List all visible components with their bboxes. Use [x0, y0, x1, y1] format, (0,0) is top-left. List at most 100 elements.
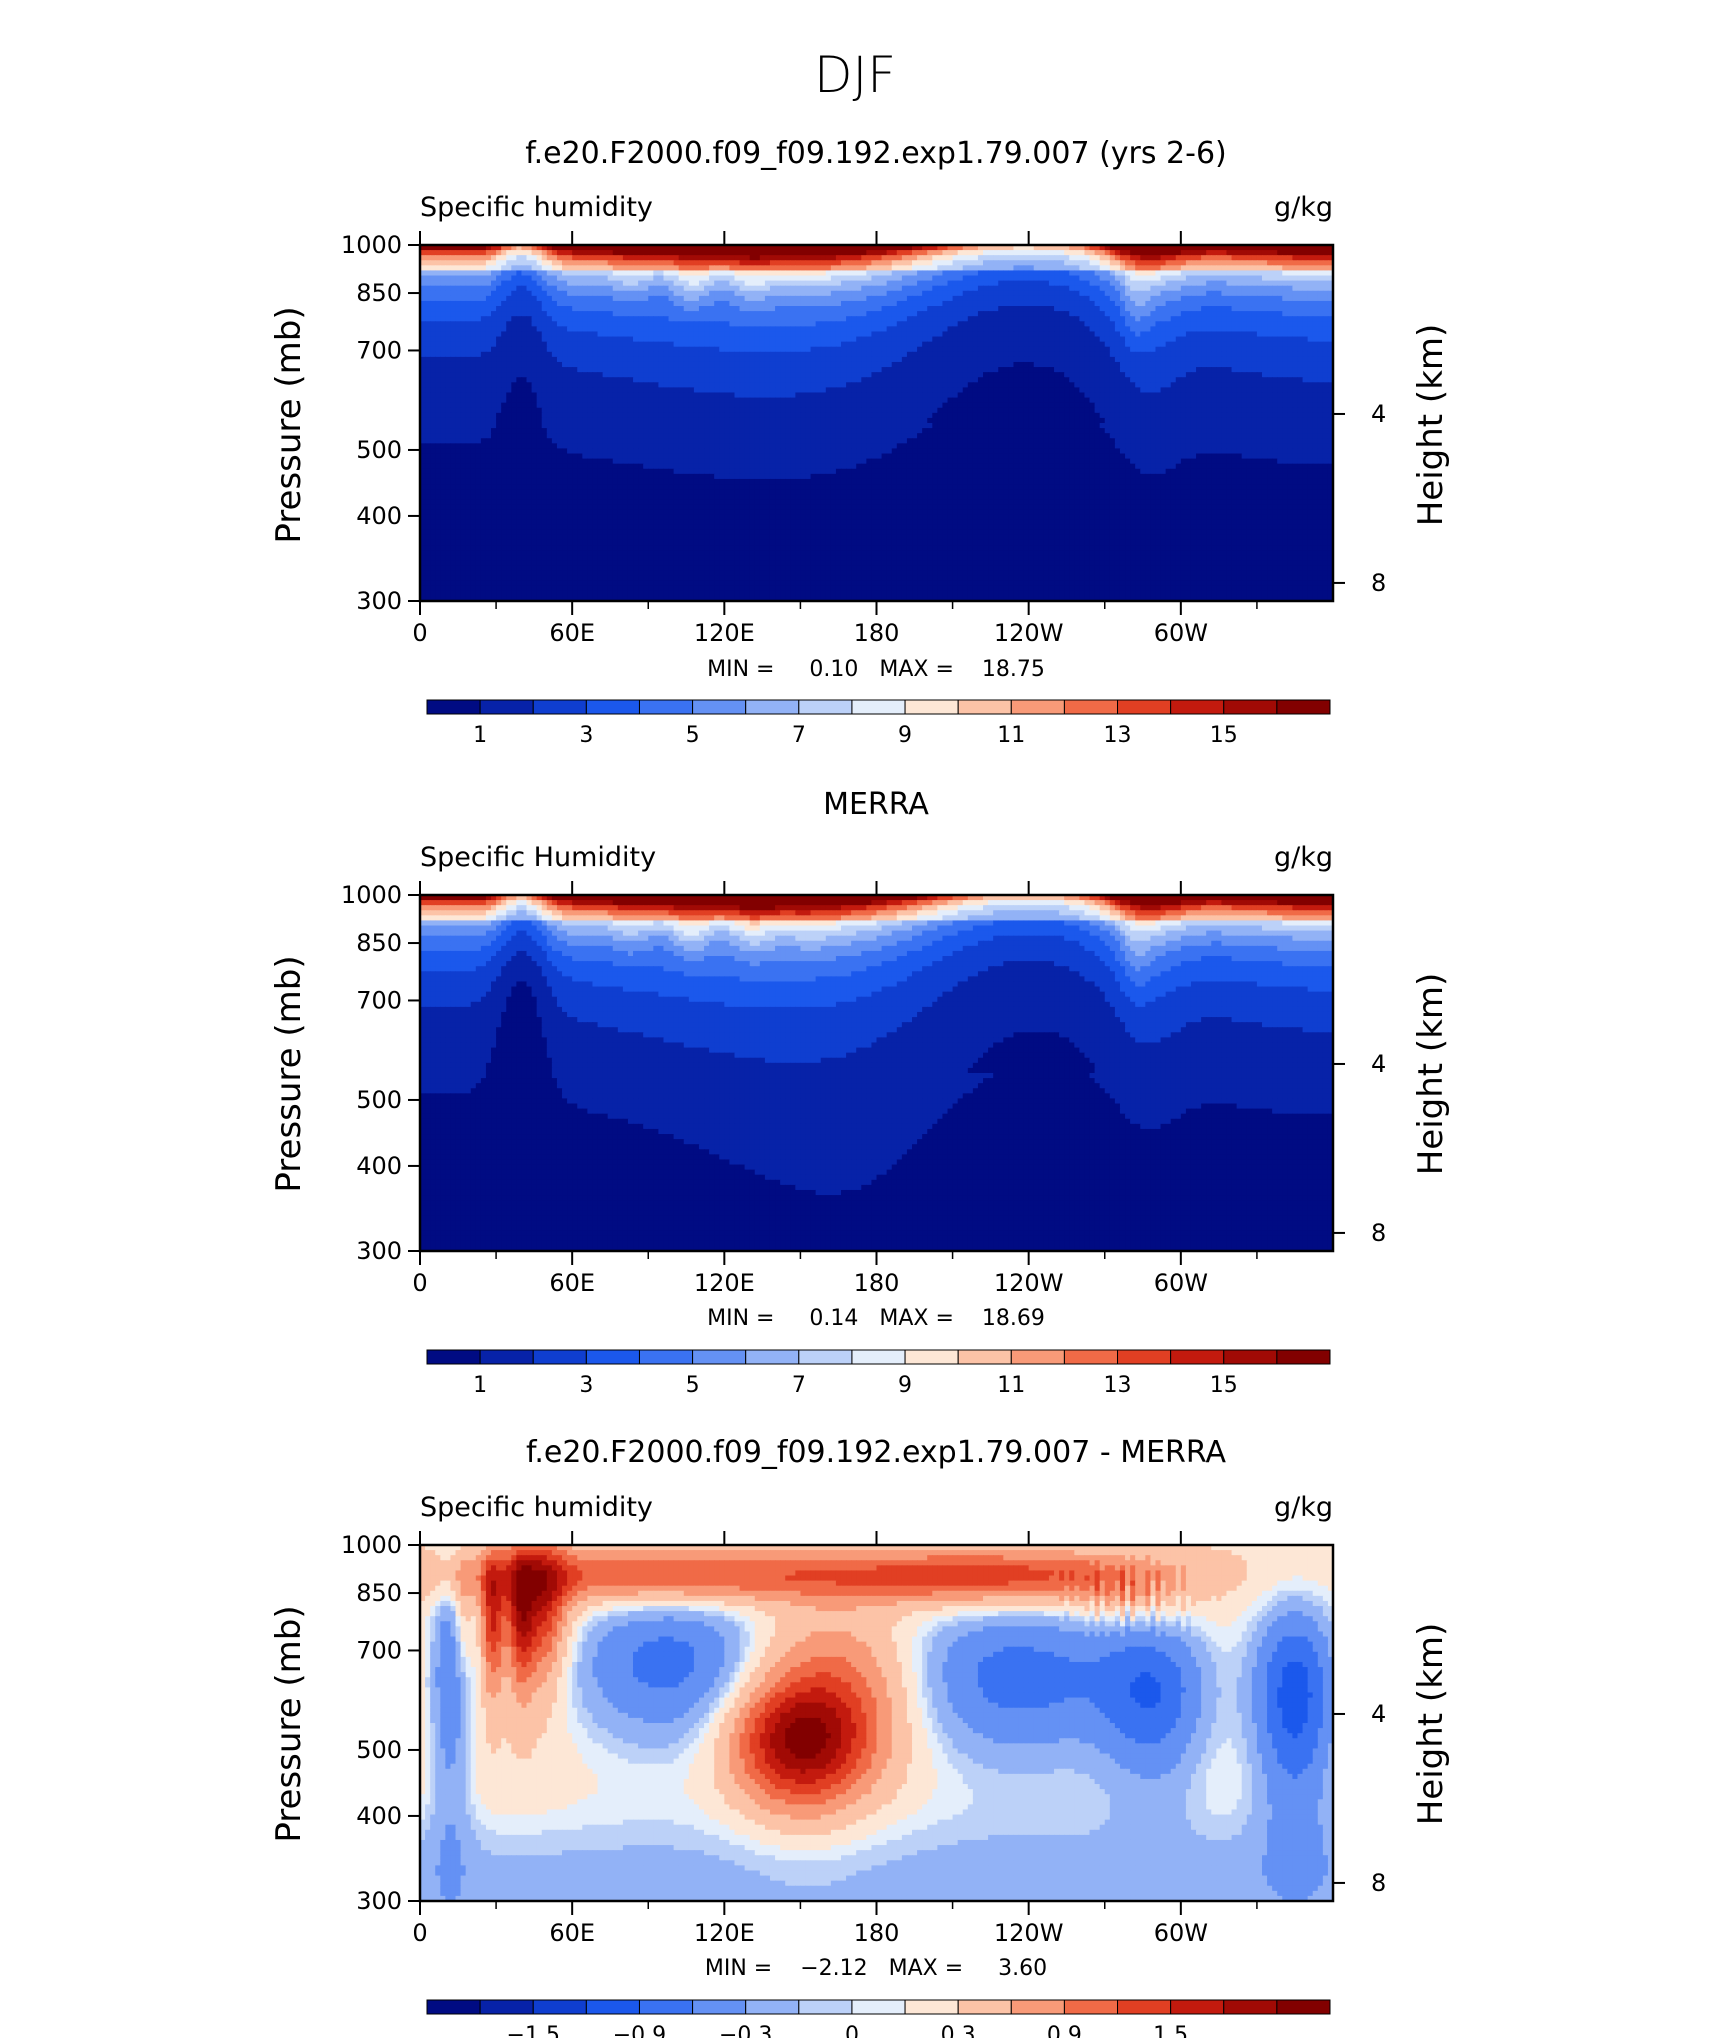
- contour-cell: [734, 346, 741, 353]
- contour-cell: [734, 295, 741, 302]
- contour-cell: [1277, 356, 1283, 363]
- contour-cell: [638, 356, 644, 363]
- contour-cell: [912, 260, 918, 266]
- contour-cell: [546, 250, 553, 256]
- contour-cell: [617, 336, 624, 343]
- contour-cell: [861, 336, 867, 343]
- contour-cell: [937, 316, 944, 322]
- contour-cell: [663, 260, 670, 266]
- contour-cell: [724, 280, 730, 287]
- contour-cell: [430, 326, 436, 333]
- contour-cell: [998, 270, 1004, 277]
- contour-cell: [1231, 336, 1238, 343]
- contour-cell: [957, 290, 964, 297]
- contour-cell: [1119, 321, 1126, 327]
- contour-cell: [1267, 316, 1273, 322]
- contour-cell: [1236, 245, 1243, 251]
- contour-cell: [1059, 260, 1065, 266]
- contour-cell: [912, 245, 918, 251]
- contour-cell: [1327, 255, 1334, 261]
- contour-cell: [556, 275, 563, 282]
- contour-cell: [719, 346, 725, 353]
- contour-cell: [901, 382, 908, 388]
- contour-cell: [1267, 270, 1273, 277]
- contour-cell: [729, 336, 736, 343]
- contour-cell: [1165, 326, 1172, 333]
- contour-cell: [1069, 331, 1075, 338]
- contour-cell: [475, 346, 482, 353]
- contour-cell: [775, 295, 781, 302]
- contour-cell: [1084, 280, 1091, 287]
- contour-cell: [627, 361, 634, 368]
- contour-cell: [871, 250, 878, 256]
- contour-cell: [491, 260, 497, 266]
- contour-cell: [1160, 300, 1167, 307]
- contour-cell: [967, 311, 974, 317]
- contour-cell: [638, 361, 644, 368]
- contour-cell: [759, 356, 766, 363]
- contour-cell: [562, 367, 568, 373]
- contour-cell: [1170, 255, 1177, 261]
- contour-cell: [1196, 361, 1202, 368]
- contour-cell: [491, 280, 497, 287]
- contour-cell: [1079, 377, 1086, 383]
- contour-cell: [901, 295, 908, 302]
- contour-cell: [724, 275, 730, 282]
- contour-cell: [785, 275, 791, 282]
- contour-cell: [1226, 306, 1233, 312]
- contour-cell: [602, 300, 609, 307]
- contour-cell: [485, 351, 492, 358]
- contour-cell: [1251, 336, 1258, 343]
- contour-cell: [1231, 290, 1238, 297]
- contour-cell: [1317, 255, 1324, 261]
- contour-cell: [450, 341, 457, 348]
- contour-cell: [764, 275, 771, 282]
- contour-cell: [901, 356, 908, 363]
- contour-cell: [1084, 321, 1091, 327]
- contour-cell: [1119, 250, 1126, 256]
- contour-cell: [729, 361, 736, 368]
- contour-cell: [1033, 351, 1040, 358]
- contour-cell: [1322, 321, 1329, 327]
- contour-cell: [1236, 336, 1243, 343]
- contour-cell: [896, 336, 903, 343]
- contour-cell: [1054, 361, 1060, 368]
- contour-cell: [709, 265, 715, 272]
- contour-cell: [957, 270, 964, 277]
- contour-cell: [993, 290, 999, 297]
- contour-cell: [551, 280, 558, 287]
- contour-cell: [769, 275, 776, 282]
- contour-cell: [825, 285, 832, 292]
- contour-cell: [896, 346, 903, 353]
- contour-cell: [1307, 377, 1314, 383]
- contour-cell: [775, 316, 781, 322]
- contour-cell: [612, 306, 619, 312]
- contour-cell: [1322, 270, 1329, 277]
- contour-cell: [1256, 260, 1263, 266]
- contour-cell: [1160, 306, 1167, 312]
- contour-cell: [927, 295, 933, 302]
- contour-cell: [1059, 331, 1065, 338]
- contour-cell: [769, 306, 776, 312]
- contour-cell: [988, 351, 994, 358]
- contour-cell: [531, 356, 538, 363]
- contour-cell: [420, 377, 426, 383]
- contour-cell: [1099, 346, 1106, 353]
- contour-cell: [724, 326, 730, 333]
- contour-cell: [582, 250, 588, 256]
- contour-cell: [871, 341, 878, 348]
- contour-cell: [871, 351, 878, 358]
- contour-cell: [572, 255, 578, 261]
- contour-cell: [526, 306, 533, 312]
- contour-cell: [531, 255, 538, 261]
- contour-cell: [556, 372, 563, 378]
- contour-cell: [643, 331, 649, 338]
- contour-cell: [1028, 306, 1035, 312]
- contour-cell: [617, 341, 624, 348]
- contour-cell: [1125, 377, 1131, 383]
- contour-cell: [1241, 367, 1248, 373]
- contour-cell: [1145, 377, 1151, 383]
- contour-cell: [1175, 367, 1182, 373]
- contour-cell: [602, 346, 609, 353]
- contour-cell: [1211, 300, 1217, 307]
